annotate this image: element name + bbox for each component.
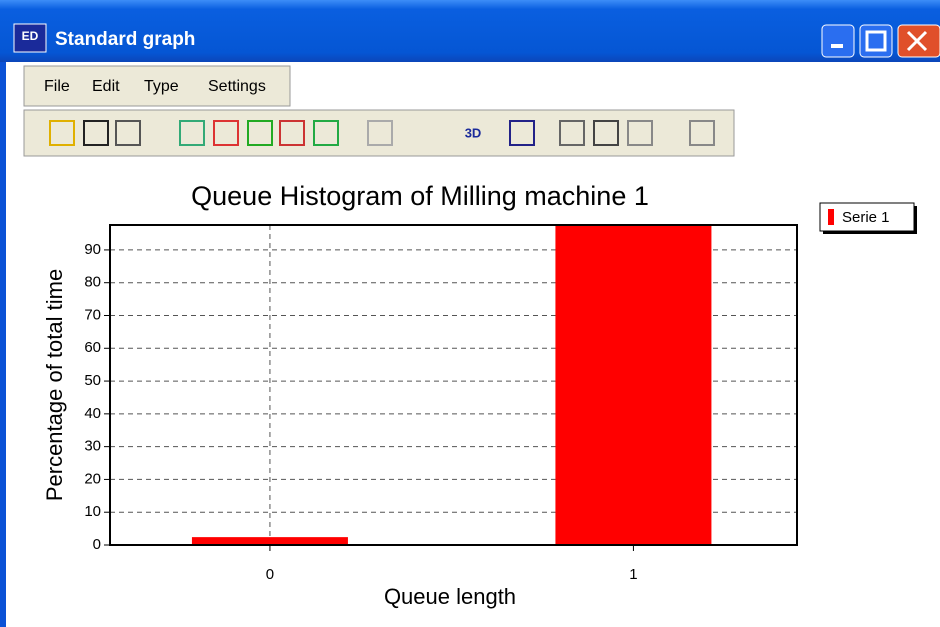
minimize-glyph [831, 44, 843, 48]
toolbar-button[interactable] [49, 120, 75, 146]
toolbar-button[interactable] [247, 120, 273, 146]
close-glyph [906, 30, 928, 52]
y-tick-label: 10 [84, 503, 101, 520]
plot-frame [109, 224, 798, 546]
toolbar-button[interactable] [367, 120, 393, 146]
app-icon [13, 23, 47, 53]
minimize-button[interactable] [821, 24, 855, 58]
window-border [0, 0, 6, 627]
chart-title: Queue Histogram of Milling machine 1 [191, 181, 649, 211]
y-tick-label: 80 [84, 274, 101, 291]
menu-item[interactable]: Settings [208, 78, 266, 95]
y-axis-label: Percentage of total time [42, 269, 67, 501]
maximize-button[interactable] [859, 24, 893, 58]
legend-label: Serie 1 [842, 209, 890, 226]
toolbar [23, 109, 735, 157]
menu-bar [23, 65, 291, 107]
legend-swatch [828, 209, 834, 225]
y-tick-label: 0 [93, 536, 101, 553]
toolbar-button[interactable] [627, 120, 653, 146]
bar [555, 225, 712, 545]
menu-item[interactable]: File [44, 78, 70, 95]
toolbar-button[interactable] [313, 120, 339, 146]
toolbar-button[interactable] [593, 120, 619, 146]
x-axis-label: Queue length [384, 584, 516, 609]
menu-item[interactable]: Edit [92, 78, 120, 95]
app-icon-text: ED [22, 29, 39, 43]
x-tick-label: 0 [266, 566, 274, 583]
y-tick-label: 30 [84, 438, 101, 455]
toolbar-button[interactable] [689, 120, 715, 146]
toolbar-button[interactable] [509, 120, 535, 146]
y-tick-label: 90 [84, 241, 101, 258]
toolbar-button[interactable] [213, 120, 239, 146]
toolbar-button[interactable] [115, 120, 141, 146]
maximize-glyph [865, 30, 887, 52]
toolbar-buttons [49, 120, 715, 146]
x-tick-label: 1 [629, 566, 637, 583]
menu-items: File Edit Type Settings [44, 78, 266, 95]
toolbar-button[interactable] [279, 120, 305, 146]
toolbar-button[interactable] [559, 120, 585, 146]
toolbar-button[interactable] [83, 120, 109, 146]
chart: Queue Histogram of Milling machine 1 Queu… [42, 181, 917, 609]
title-bar [0, 0, 940, 62]
menu-item[interactable]: Type [144, 78, 179, 95]
window-buttons [821, 24, 940, 58]
toolbar-3d-text: 3D [465, 125, 482, 140]
bar [191, 537, 348, 545]
y-tick-label: 20 [84, 470, 101, 487]
y-tick-label: 70 [84, 306, 101, 323]
legend-box [819, 202, 915, 232]
y-tick-label: 40 [84, 405, 101, 422]
toolbar-button[interactable] [179, 120, 205, 146]
window-title: Standard graph [55, 29, 195, 50]
y-tick-label: 50 [84, 372, 101, 389]
y-tick-label: 60 [84, 339, 101, 356]
